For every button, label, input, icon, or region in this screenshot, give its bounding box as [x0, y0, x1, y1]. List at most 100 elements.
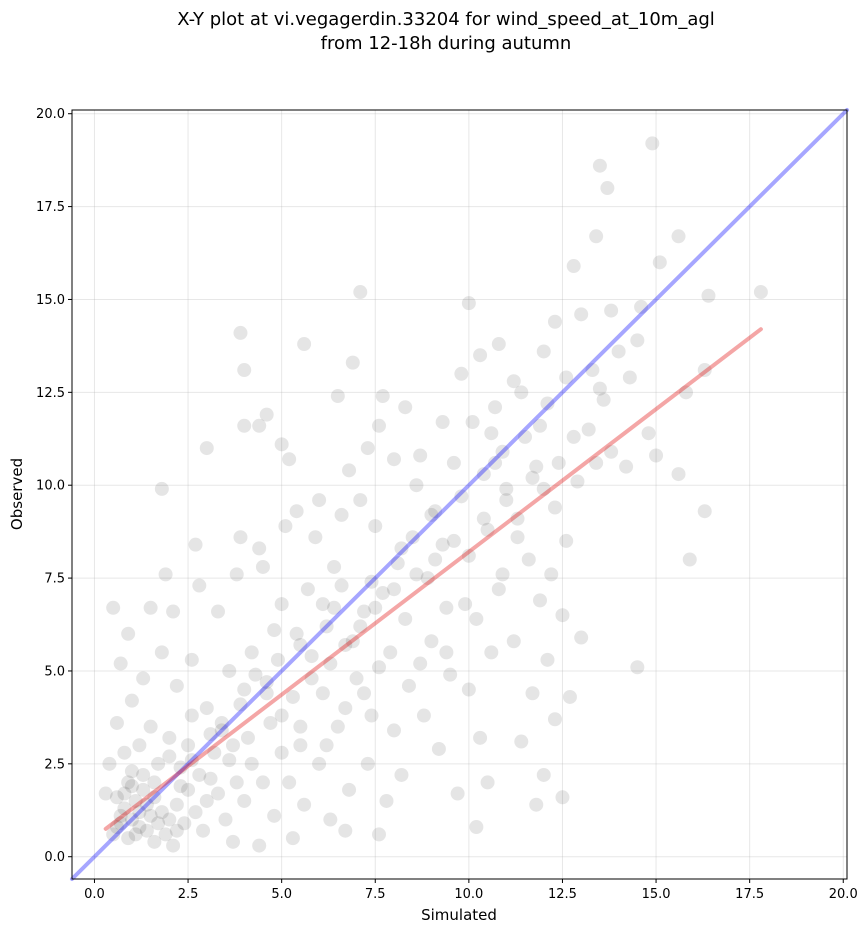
y-tick-label: 15.0 — [36, 293, 65, 308]
scatter-point — [154, 645, 169, 660]
scatter-point — [431, 741, 446, 756]
scatter-point — [592, 381, 607, 396]
x-tick-label: 17.5 — [735, 887, 764, 902]
scatter-point — [109, 790, 124, 805]
scatter-point — [162, 749, 177, 764]
scatter-point — [106, 600, 121, 615]
scatter-point — [682, 552, 697, 567]
scatter-point — [394, 541, 409, 556]
scatter-point — [619, 459, 634, 474]
y-axis-label: Observed — [8, 458, 26, 530]
scatter-point — [151, 756, 166, 771]
scatter-point — [480, 775, 495, 790]
scatter-point — [177, 816, 192, 831]
scatter-point — [450, 786, 465, 801]
scatter-point — [499, 493, 514, 508]
scatter-point — [435, 537, 450, 552]
scatter-point — [525, 686, 540, 701]
scatter-point — [143, 719, 158, 734]
scatter-point — [600, 181, 615, 196]
scatter-point — [323, 656, 338, 671]
scatter-point — [532, 418, 547, 433]
scatter-point — [398, 400, 413, 415]
scatter-point — [267, 623, 282, 638]
x-axis-label: Simulated — [421, 906, 497, 924]
scatter-point — [184, 708, 199, 723]
x-tick-label: 7.5 — [365, 887, 386, 902]
scatter-point — [244, 645, 259, 660]
scatter-point — [188, 537, 203, 552]
scatter-point — [109, 819, 124, 834]
scatter-point — [357, 604, 372, 619]
scatter-point — [547, 500, 562, 515]
scatter-point — [162, 812, 177, 827]
scatter-point — [652, 255, 667, 270]
scatter-point — [409, 567, 424, 582]
scatter-point — [484, 645, 499, 660]
scatter-point — [181, 782, 196, 797]
scatter-point — [139, 797, 154, 812]
scatter-point — [255, 775, 270, 790]
scatter-point — [143, 808, 158, 823]
scatter-point — [259, 686, 274, 701]
y-tick-label: 5.0 — [44, 664, 65, 679]
scatter-point — [342, 463, 357, 478]
reference-lines — [70, 108, 849, 881]
scatter-point — [334, 578, 349, 593]
scatter-point — [117, 745, 132, 760]
scatter-point — [585, 363, 600, 378]
scatter-point — [357, 686, 372, 701]
scatter-point — [338, 701, 353, 716]
scatter-point — [372, 660, 387, 675]
scatter-point — [304, 671, 319, 686]
scatter-point — [237, 682, 252, 697]
scatter-point — [319, 738, 334, 753]
scatter-point — [428, 504, 443, 519]
scatter-point — [589, 229, 604, 244]
scatter-point — [461, 296, 476, 311]
scatter-point — [465, 415, 480, 430]
scatter-point — [184, 652, 199, 667]
scatter-point — [428, 552, 443, 567]
scatter-point — [244, 756, 259, 771]
scatter-point — [405, 530, 420, 545]
scatter-point — [203, 727, 218, 742]
scatter-point — [312, 493, 327, 508]
scatter-point — [289, 504, 304, 519]
scatter-point — [158, 827, 173, 842]
y-tick-label: 20.0 — [36, 107, 65, 122]
scatter-point — [136, 782, 151, 797]
scatter-point — [360, 441, 375, 456]
plot-area — [72, 110, 847, 879]
scatter-point — [495, 567, 510, 582]
axis-ticks: 0.0 2.5 5.0 7.5 10.0 12.5 15.0 17.5 20.0 0.0 2.5 5.… — [36, 107, 858, 902]
x-tick-label: 10.0 — [454, 887, 483, 902]
scatter-point — [154, 805, 169, 820]
scatter-point — [166, 604, 181, 619]
scatter-point — [173, 760, 188, 775]
scatter-point — [630, 660, 645, 675]
scatter-point — [398, 611, 413, 626]
scatter-point — [192, 578, 207, 593]
scatter-point — [124, 764, 139, 779]
scatter-point — [128, 827, 143, 842]
scatter-point — [237, 793, 252, 808]
scatter-point — [293, 637, 308, 652]
scatter-point — [386, 452, 401, 467]
scatter-point — [252, 541, 267, 556]
scatter-point — [225, 738, 240, 753]
scatter-point — [338, 637, 353, 652]
scatter-point — [282, 775, 297, 790]
scatter-point — [499, 481, 514, 496]
scatter-point — [252, 418, 267, 433]
scatter-point — [413, 656, 428, 671]
scatter-point — [390, 556, 405, 571]
scatter-point — [248, 667, 263, 682]
scatter-point — [473, 730, 488, 745]
scatter-point — [214, 723, 229, 738]
scatter-point — [184, 753, 199, 768]
scatter-point — [297, 337, 312, 352]
scatter-point — [671, 229, 686, 244]
scatter-point — [495, 444, 510, 459]
scatter-point — [476, 467, 491, 482]
